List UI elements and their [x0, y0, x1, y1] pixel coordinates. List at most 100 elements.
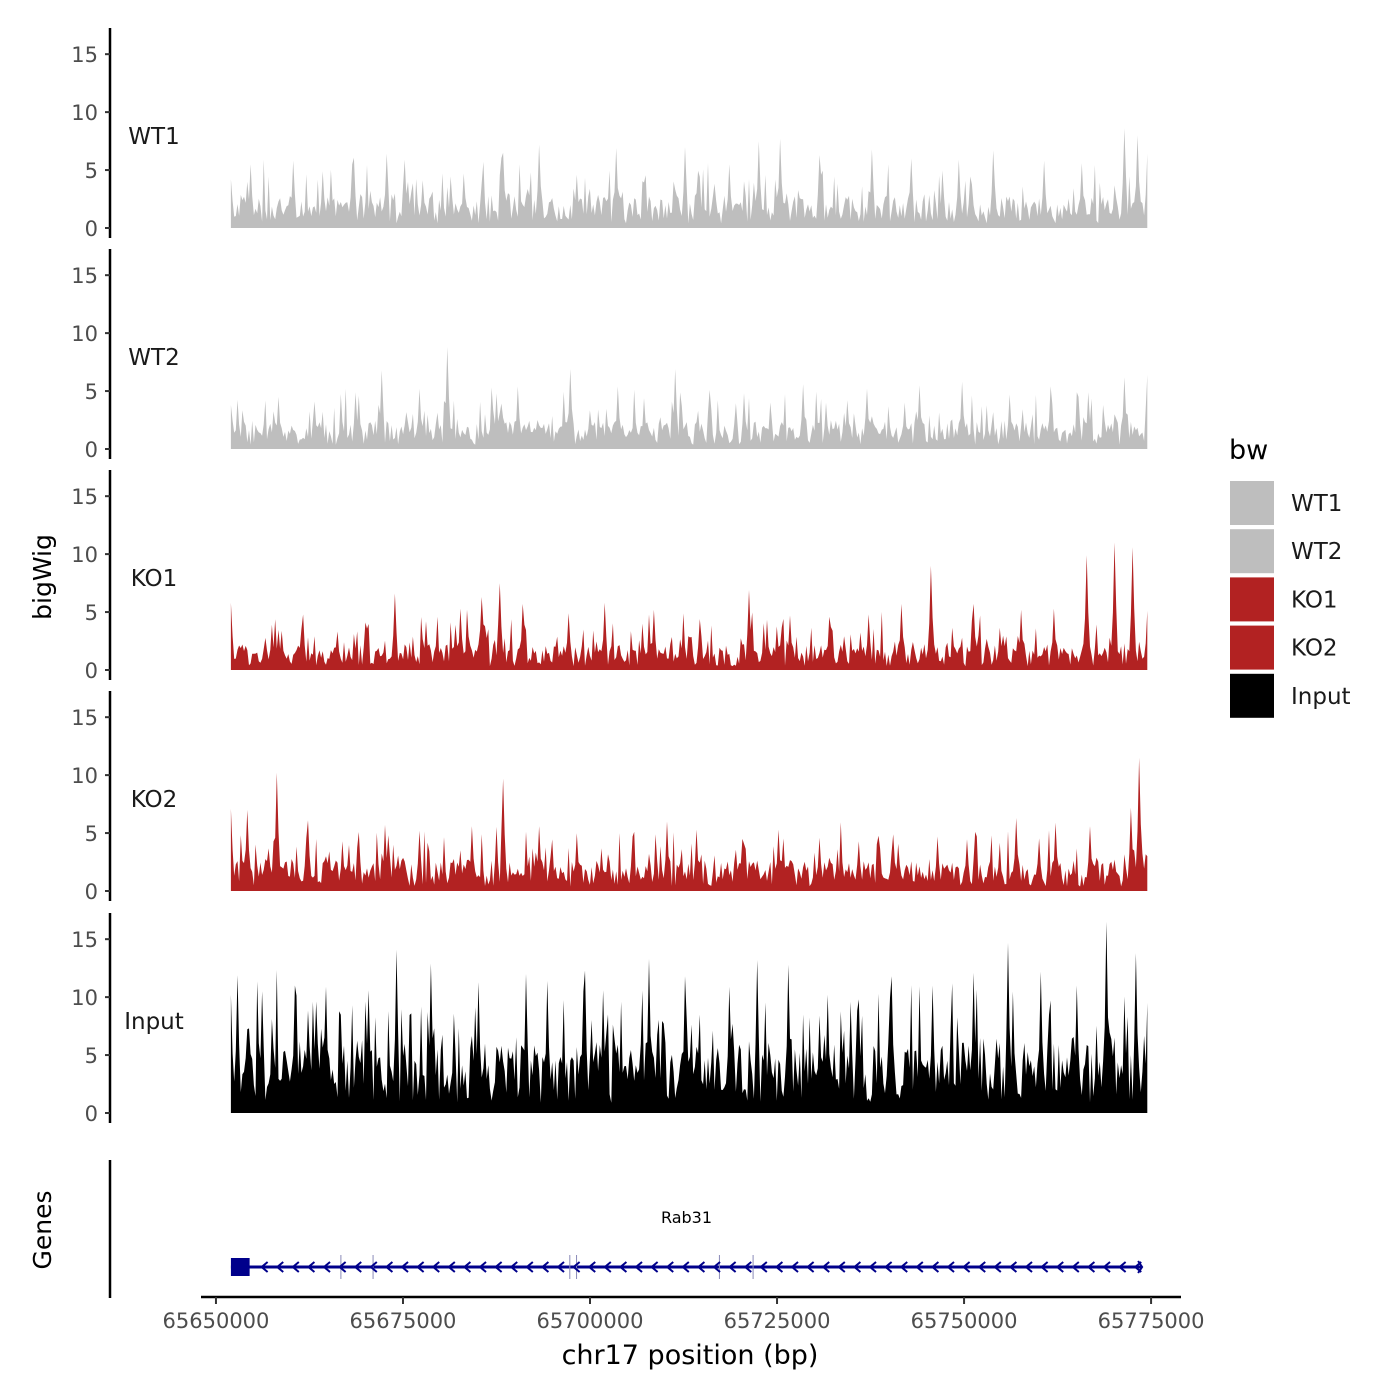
x-tick-label: 65725000 [724, 1309, 831, 1333]
y-tick-label: 0 [85, 438, 98, 462]
y-tick-label: 10 [71, 986, 98, 1010]
legend-label: KO1 [1291, 587, 1338, 613]
x-tick-label: 65750000 [911, 1309, 1018, 1333]
strand-arrow [743, 1261, 752, 1273]
x-tick-label: 65775000 [1098, 1309, 1205, 1333]
track-label: Input [124, 1009, 184, 1035]
strand-arrow [384, 1261, 394, 1273]
strand-arrow [416, 1261, 425, 1273]
strand-arrow [930, 1261, 940, 1273]
coverage-area-Input [230, 921, 1148, 1113]
strand-arrow [275, 1261, 284, 1273]
x-axis: 65650000 65675000 65700000 65725000 65750000… [163, 1295, 1205, 1333]
legend-swatch [1230, 625, 1274, 670]
strand-arrow [977, 1261, 986, 1273]
legend-entry-KO2: KO2 [1230, 625, 1338, 670]
y-tick-label: 0 [85, 659, 98, 683]
strand-arrow [478, 1261, 487, 1273]
strand-arrow [993, 1261, 1002, 1273]
strand-arrow [431, 1261, 440, 1273]
strand-arrow [899, 1261, 908, 1273]
strand-arrow [1118, 1261, 1127, 1273]
coverage-area-KO2 [230, 757, 1148, 891]
legend-swatch [1230, 481, 1274, 525]
legend-entry-KO1: KO1 [1230, 577, 1338, 622]
track-WT1: 0 5 10 15 WT1 [71, 28, 1148, 241]
legend-label: KO2 [1291, 636, 1338, 662]
strand-arrow [837, 1261, 846, 1273]
exon-box [230, 1258, 250, 1276]
strand-arrow [1055, 1261, 1064, 1273]
y-tick-label: 5 [85, 380, 98, 404]
y-tick-label: 5 [85, 159, 98, 183]
strand-arrow [1086, 1261, 1096, 1273]
gene-name-label: Rab31 [661, 1208, 712, 1227]
strand-arrow [1071, 1261, 1080, 1273]
strand-arrow [650, 1261, 659, 1273]
y-tick-label: 10 [71, 322, 98, 346]
y-tick-label: 15 [71, 485, 98, 509]
strand-arrow [260, 1261, 269, 1273]
y-tick-label: 0 [85, 217, 98, 241]
strand-arrow [587, 1261, 596, 1273]
strand-arrow [681, 1261, 690, 1273]
strand-arrow [790, 1261, 799, 1273]
strand-arrow [868, 1261, 877, 1273]
y-tick-label: 15 [71, 43, 98, 67]
legend-label: WT1 [1291, 491, 1342, 517]
strand-arrow [1024, 1261, 1033, 1273]
strand-arrow [462, 1261, 472, 1273]
coverage-area-WT2 [230, 347, 1148, 449]
strand-arrow [1040, 1261, 1049, 1273]
strand-arrow [946, 1261, 955, 1273]
legend-swatch [1230, 529, 1274, 574]
strand-arrow [306, 1261, 316, 1273]
strand-arrow [603, 1261, 612, 1273]
y-tick-label: 10 [71, 101, 98, 125]
gene-Rab31: Rab31 [230, 1208, 1144, 1279]
strand-arrow [821, 1261, 830, 1273]
legend-title: bw [1229, 435, 1268, 466]
y-tick-label: 0 [85, 880, 98, 904]
genes-panel-label: Genes [28, 1190, 57, 1269]
strand-arrow [572, 1261, 581, 1273]
strand-arrow [618, 1261, 628, 1273]
strand-arrow [806, 1261, 815, 1273]
strand-arrow [884, 1261, 893, 1273]
strand-arrow [665, 1261, 674, 1273]
track-KO2: 0 5 10 15 KO2 [71, 691, 1148, 904]
track-label: WT2 [128, 345, 179, 371]
x-tick-label: 65700000 [537, 1309, 644, 1333]
strand-arrow [962, 1261, 971, 1273]
strand-arrow [291, 1261, 300, 1273]
strand-arrow [494, 1261, 503, 1273]
strand-arrow [696, 1261, 706, 1273]
strand-arrow [353, 1261, 362, 1273]
legend-label: WT2 [1291, 539, 1342, 565]
strand-arrow [712, 1261, 721, 1273]
bigwig-tracks: 0 5 10 15 WT1 0 5 10 15 WT2 0 5 10 15 KO1 0 5 10 15 KO2 0 5 10… [71, 28, 1148, 1126]
strand-arrow [1102, 1261, 1111, 1273]
strand-arrow [400, 1261, 409, 1273]
legend-entry-WT2: WT2 [1230, 529, 1342, 574]
y-tick-label: 5 [85, 601, 98, 625]
strand-arrow [774, 1261, 784, 1273]
strand-arrow [509, 1261, 518, 1273]
strand-arrow [322, 1261, 331, 1273]
y-tick-label: 10 [71, 543, 98, 567]
legend-entry-Input: Input [1230, 673, 1351, 718]
coverage-area-WT1 [230, 128, 1148, 228]
y-tick-label: 15 [71, 264, 98, 288]
strand-arrow [852, 1261, 862, 1273]
track-label: KO2 [131, 787, 178, 813]
y-tick-label: 10 [71, 764, 98, 788]
x-tick-label: 65650000 [163, 1309, 270, 1333]
strand-arrow [369, 1261, 378, 1273]
y-tick-label: 15 [71, 928, 98, 952]
genes-panel: Rab31 [108, 1160, 1144, 1298]
track-Input: 0 5 10 15 Input [71, 913, 1148, 1126]
coverage-area-KO1 [230, 542, 1148, 670]
legend-label: Input [1291, 684, 1351, 710]
x-tick-label: 65675000 [350, 1309, 457, 1333]
track-WT2: 0 5 10 15 WT2 [71, 249, 1148, 462]
